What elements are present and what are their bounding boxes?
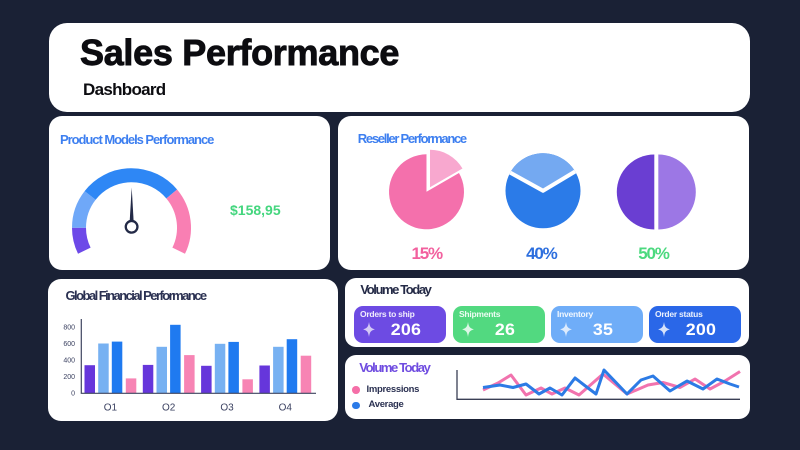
svg-text:O3: O3 — [220, 403, 234, 414]
svg-text:O1: O1 — [104, 403, 118, 414]
svg-text:0: 0 — [71, 390, 75, 397]
svg-text:O2: O2 — [162, 403, 176, 414]
svg-text:200: 200 — [63, 374, 75, 381]
svg-text:600: 600 — [63, 341, 75, 348]
svg-text:O4: O4 — [279, 403, 293, 414]
svg-text:800: 800 — [63, 325, 75, 332]
svg-text:400: 400 — [63, 358, 75, 365]
